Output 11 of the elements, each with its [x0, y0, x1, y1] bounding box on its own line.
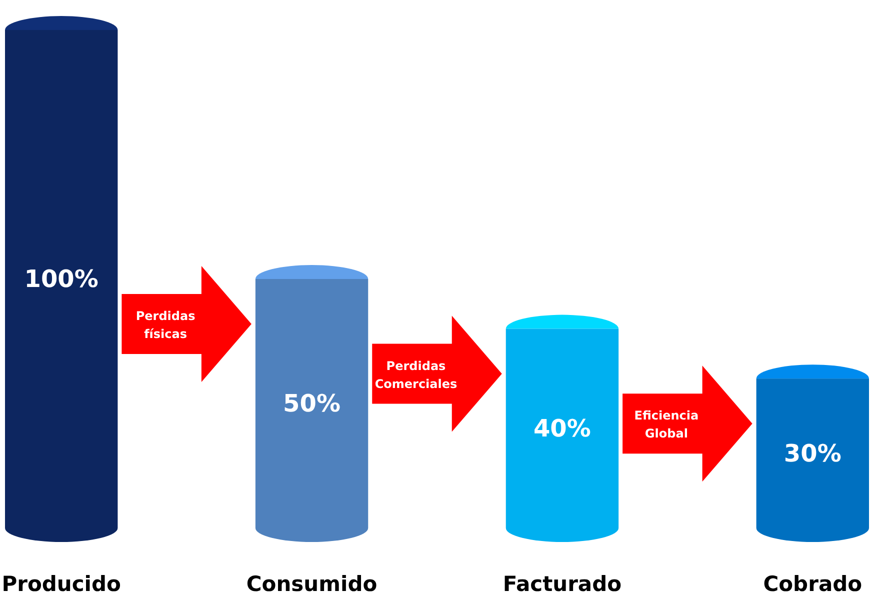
data-label: 30% [784, 439, 842, 468]
data-label: 40% [533, 414, 591, 442]
annotation: Perdidas Comerciales [374, 358, 458, 391]
x-tick-label: Cobrado [763, 572, 862, 596]
x-tick-label: Producido [2, 572, 121, 596]
data-label: 50% [283, 390, 341, 418]
x-tick-label: Consumido [246, 572, 378, 596]
annotation: Eficiencia Global [634, 408, 699, 441]
annotation: Perdidas físicas [136, 309, 196, 341]
data-label: 100% [24, 265, 98, 293]
x-tick-label: Facturado [502, 572, 622, 596]
